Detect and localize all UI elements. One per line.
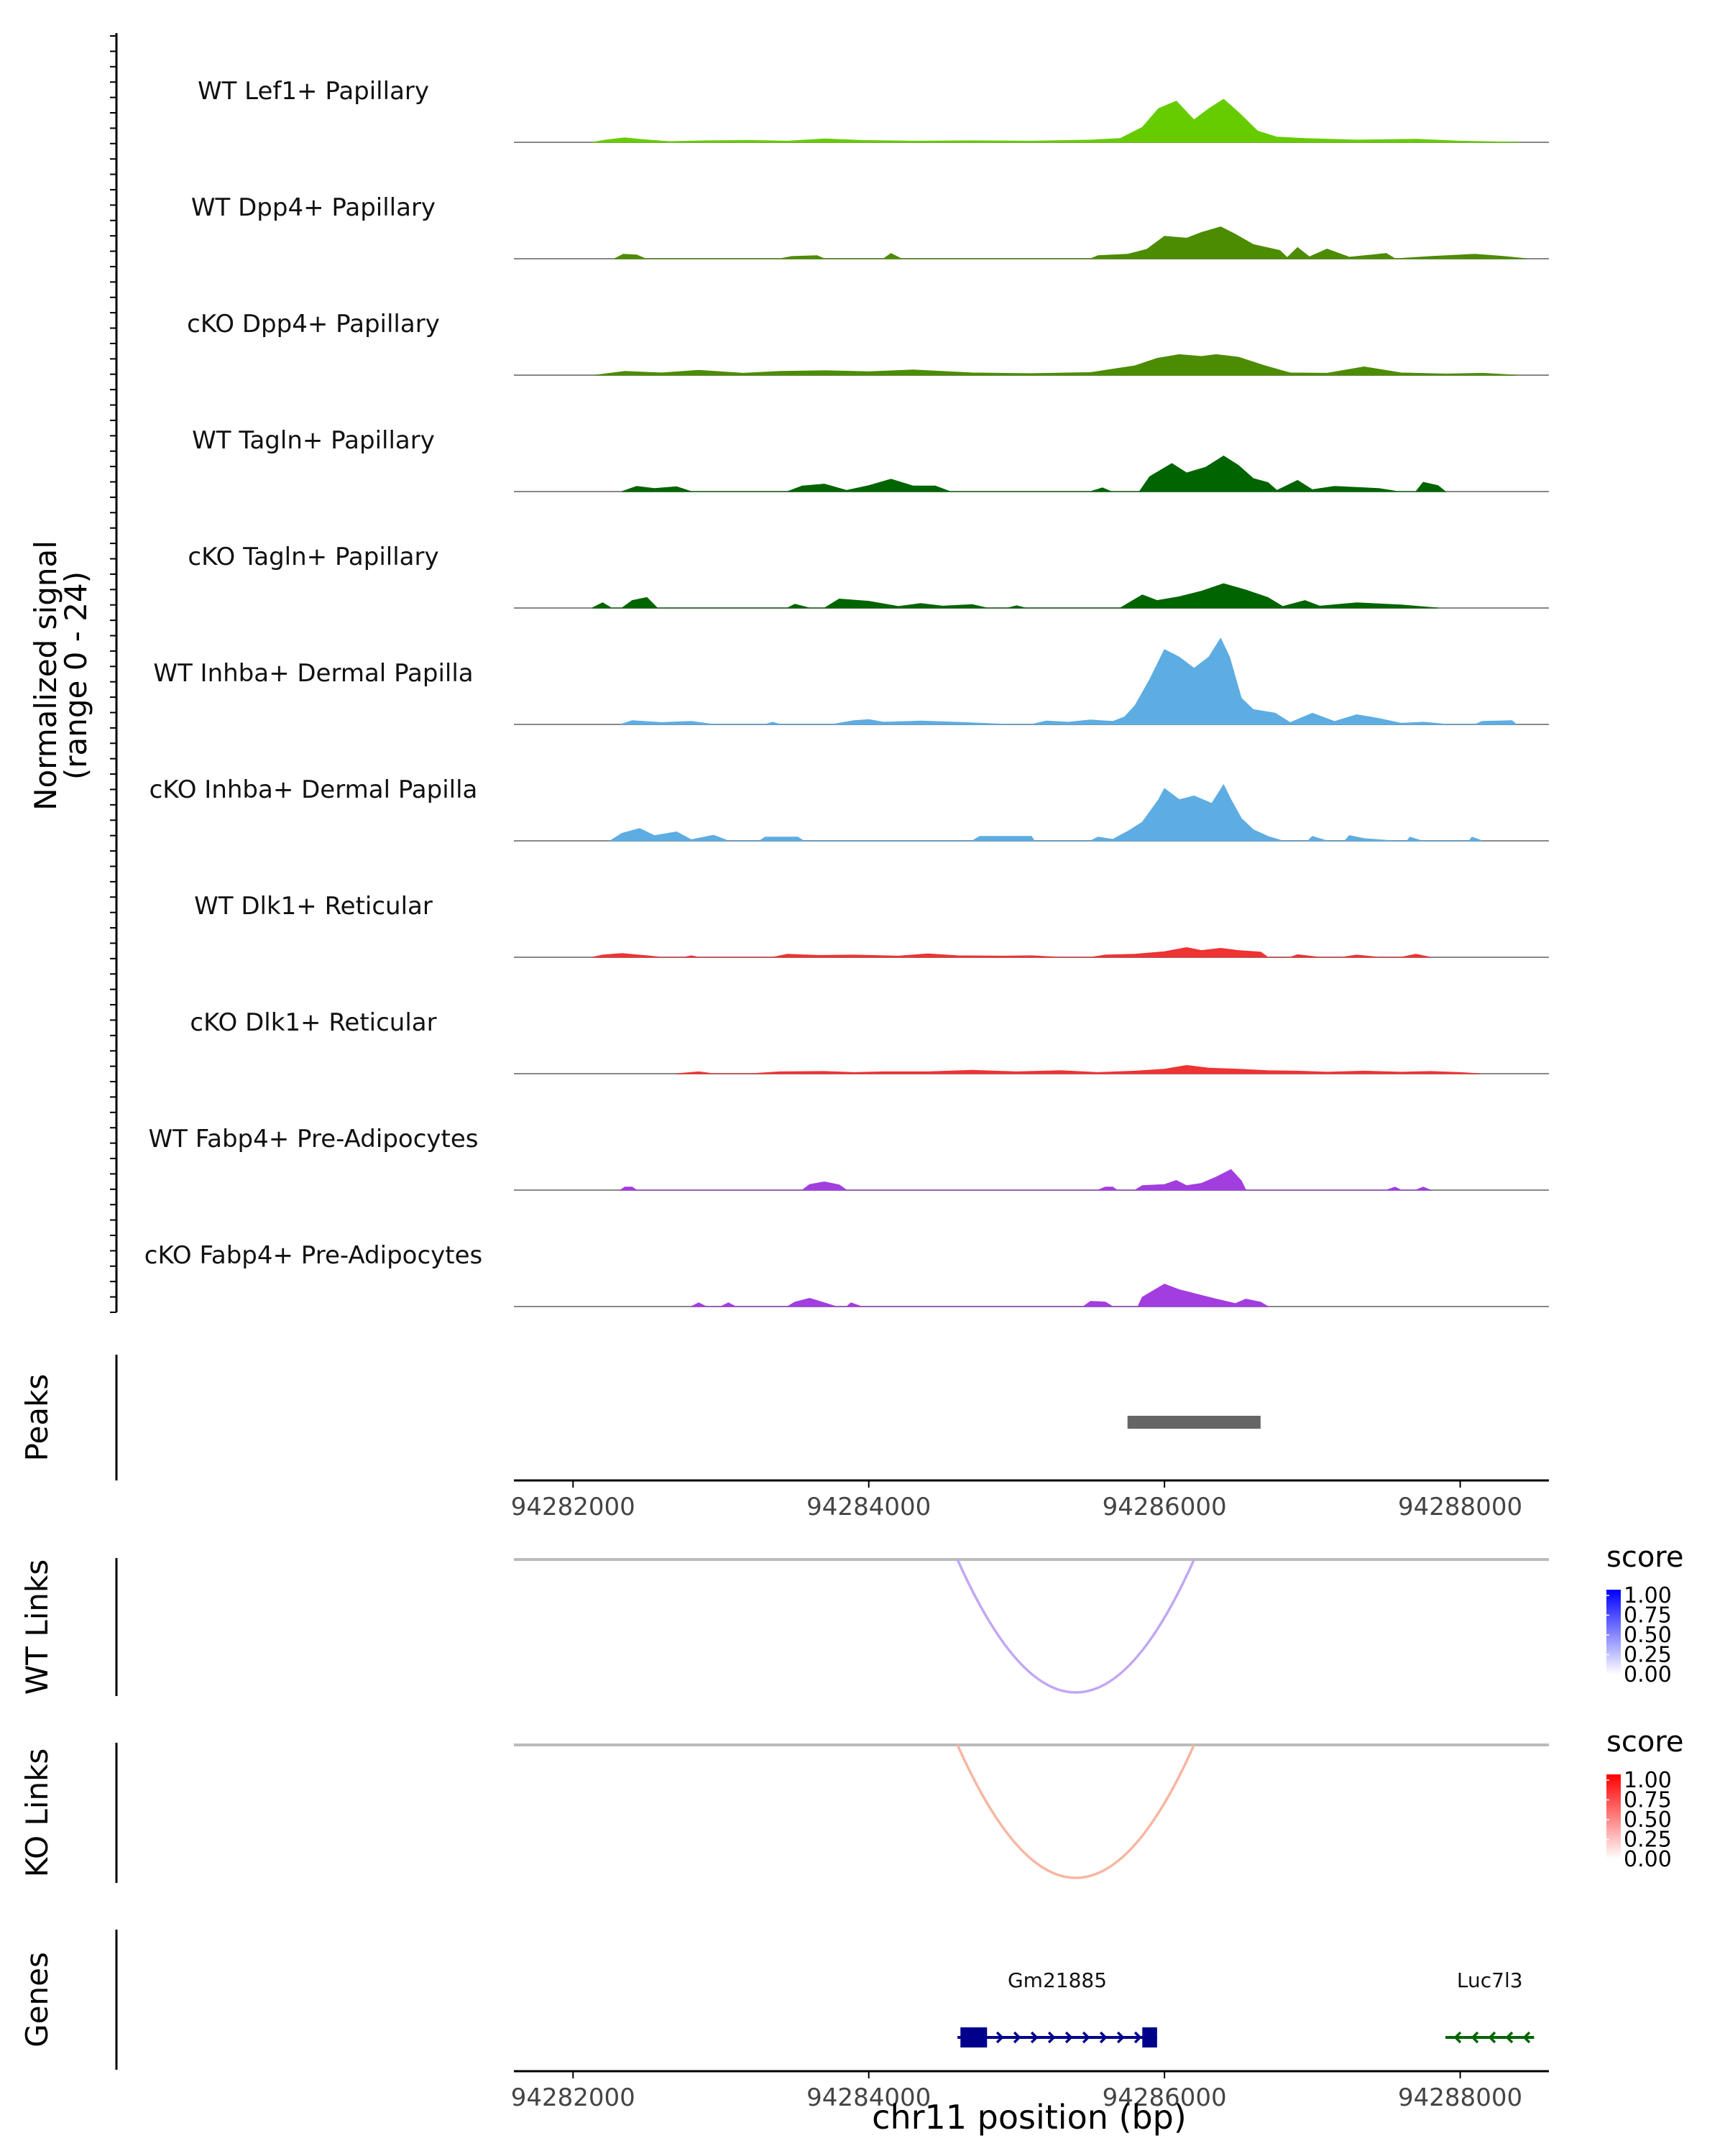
coverage-track: WT Lef1+ Papillary bbox=[198, 77, 1549, 143]
score-legend-label: 0.25 bbox=[1624, 1828, 1672, 1853]
axes-layer: 94282000 94284000 94286000 9428800094282000… bbox=[110, 33, 1549, 2112]
strand-arrow bbox=[995, 2031, 1004, 2044]
links-track-label: KO Links bbox=[19, 1749, 55, 1878]
coverage-track: WT Dpp4+ Papillary bbox=[191, 193, 1549, 259]
score-legend-label: 0.75 bbox=[1624, 1603, 1672, 1628]
link-arc bbox=[956, 1559, 1195, 1694]
coverage-track-label: WT Dpp4+ Papillary bbox=[191, 193, 436, 222]
gene: Gm21885 bbox=[957, 1968, 1157, 2047]
y-axis-title-line2: (range 0 - 24) bbox=[58, 571, 93, 780]
coverage-area bbox=[620, 637, 1518, 725]
strand-arrow bbox=[1082, 2031, 1090, 2044]
coverage-track: WT Dlk1+ Reticular bbox=[194, 892, 1549, 958]
coverage-track: cKO Fabp4+ Pre-Adipocytes bbox=[144, 1241, 1549, 1307]
score-legend-label: 1.00 bbox=[1624, 1768, 1672, 1793]
peaks-track: Peaks bbox=[19, 1355, 1261, 1480]
coverage-track-label: WT Tagln+ Papillary bbox=[192, 426, 435, 455]
coverage-track-label: WT Inhba+ Dermal Papilla bbox=[153, 659, 473, 688]
coverage-track: cKO Inhba+ Dermal Papilla bbox=[150, 775, 1549, 842]
links-track-label: WT Links bbox=[19, 1560, 55, 1695]
gene-exon bbox=[960, 2027, 988, 2047]
gene-label: Gm21885 bbox=[1008, 1968, 1107, 1992]
coverage-track: WT Tagln+ Papillary bbox=[192, 426, 1549, 492]
x-axis-title: chr11 position (bp) bbox=[872, 2098, 1187, 2137]
coverage-track-label: WT Fabp4+ Pre-Adipocytes bbox=[149, 1125, 479, 1153]
x-axis-lower: 94282000 94284000 94286000 94288000 bbox=[511, 2070, 1549, 2112]
coverage-area bbox=[622, 455, 1447, 492]
x-tick-label: 94282000 bbox=[511, 1493, 635, 1521]
strand-arrow bbox=[1013, 2031, 1021, 2044]
x-tick-label: 94288000 bbox=[1398, 2083, 1522, 2112]
coverage-area bbox=[595, 354, 1517, 376]
genes-track: Genes Gm21885 Luc7l3 bbox=[19, 1930, 1535, 2070]
score-legend-label: 0.75 bbox=[1624, 1788, 1672, 1813]
score-legend-label: 0.00 bbox=[1624, 1662, 1672, 1687]
coverage-track: WT Fabp4+ Pre-Adipocytes bbox=[149, 1125, 1549, 1191]
y-axis-title-line1: Normalized signal bbox=[28, 540, 63, 811]
strand-arrow bbox=[1099, 2031, 1108, 2044]
genes-track-label: Genes bbox=[19, 1952, 55, 2047]
coverage-area bbox=[614, 226, 1527, 259]
score-legend-title: score bbox=[1606, 1541, 1683, 1574]
score-legend-label: 0.00 bbox=[1624, 1847, 1672, 1872]
score-legend-label: 0.25 bbox=[1624, 1643, 1672, 1668]
strand-arrow bbox=[1522, 2031, 1531, 2044]
coverage-track-label: cKO Fabp4+ Pre-Adipocytes bbox=[144, 1241, 483, 1270]
gene-label: Luc7l3 bbox=[1457, 1968, 1523, 1992]
x-tick-label: 94286000 bbox=[1103, 2083, 1227, 2112]
coverage-area bbox=[676, 1064, 1480, 1074]
strand-arrow bbox=[1471, 2031, 1479, 2044]
coverage-track: cKO Dlk1+ Reticular bbox=[190, 1008, 1549, 1074]
coverage-tracks: WT Lef1+ Papillary WT Dpp4+ Papillary cKO … bbox=[144, 77, 1549, 1307]
coverage-track: cKO Dpp4+ Papillary bbox=[187, 310, 1549, 376]
x-tick-label: 94286000 bbox=[1103, 1493, 1227, 1521]
coverage-area bbox=[592, 98, 1519, 143]
strand-arrow bbox=[1030, 2031, 1039, 2044]
score-legend-label: 1.00 bbox=[1624, 1583, 1672, 1608]
peak-bar bbox=[1127, 1416, 1261, 1429]
gene: Luc7l3 bbox=[1445, 1968, 1535, 2044]
score-legend-bar bbox=[1606, 1774, 1621, 1859]
coverage-track-label: WT Lef1+ Papillary bbox=[198, 77, 429, 106]
coverage-area bbox=[619, 1169, 1431, 1191]
peaks-track-label: Peaks bbox=[19, 1374, 55, 1462]
coverage-track: cKO Tagln+ Papillary bbox=[188, 543, 1549, 609]
strand-arrow bbox=[1505, 2031, 1514, 2044]
coverage-track-label: cKO Dpp4+ Papillary bbox=[187, 310, 440, 338]
gene-exon bbox=[1142, 2027, 1157, 2047]
coverage-track: WT Inhba+ Dermal Papilla bbox=[153, 637, 1549, 725]
coverage-track-label: cKO Dlk1+ Reticular bbox=[190, 1008, 436, 1037]
strand-arrow bbox=[1116, 2031, 1125, 2044]
x-tick-label: 94284000 bbox=[806, 1493, 931, 1521]
score-legend-bar bbox=[1606, 1590, 1621, 1674]
coverage-track-label: cKO Inhba+ Dermal Papilla bbox=[150, 775, 478, 804]
score-legend: score 1.000.750.500.250.00 bbox=[1606, 1726, 1683, 1872]
coverage-area bbox=[592, 946, 1431, 958]
score-legend-label: 0.50 bbox=[1624, 1807, 1672, 1833]
strand-arrow bbox=[1488, 2031, 1496, 2044]
coverage-area bbox=[592, 583, 1438, 609]
strand-arrow bbox=[1064, 2031, 1073, 2044]
score-legend-label: 0.50 bbox=[1624, 1623, 1672, 1648]
strand-arrow bbox=[1047, 2031, 1056, 2044]
coverage-area bbox=[608, 783, 1483, 842]
coverage-area bbox=[691, 1284, 1269, 1307]
x-tick-label: 94288000 bbox=[1398, 1493, 1522, 1521]
strand-arrow bbox=[1453, 2031, 1462, 2044]
score-legend: score 1.000.750.500.250.00 bbox=[1606, 1541, 1683, 1687]
x-axis-upper: 94282000 94284000 94286000 94288000 bbox=[511, 1479, 1549, 1521]
links-track: WT Links score 1.000.750.500.250.00 bbox=[19, 1541, 1683, 1696]
x-tick-label: 94284000 bbox=[806, 2083, 931, 2112]
link-arc bbox=[956, 1744, 1195, 1879]
coverage-track-label: cKO Tagln+ Papillary bbox=[188, 543, 438, 571]
score-legend-title: score bbox=[1606, 1726, 1683, 1759]
x-tick-label: 94282000 bbox=[511, 2083, 635, 2112]
coverage-track-label: WT Dlk1+ Reticular bbox=[194, 892, 433, 921]
links-track: KO Links score 1.000.750.500.250.00 bbox=[19, 1726, 1683, 1883]
strand-arrow bbox=[1133, 2031, 1142, 2044]
